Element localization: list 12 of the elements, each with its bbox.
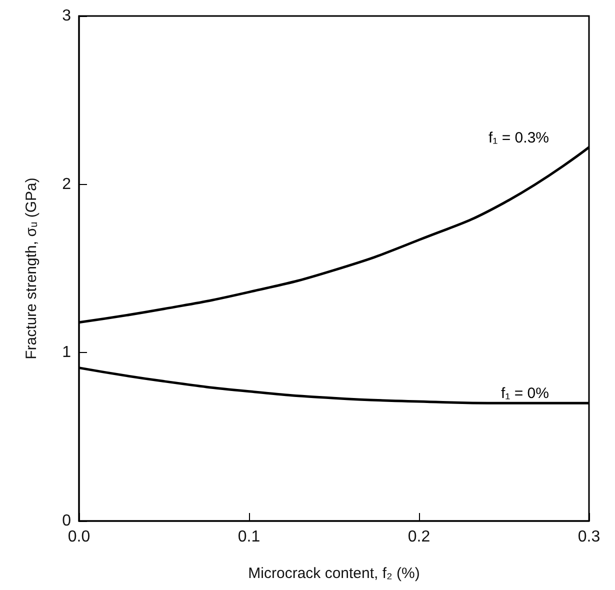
x-tick-label: 0.1	[238, 528, 260, 546]
y-tick-label: 2	[62, 176, 72, 193]
y-tick-label: 3	[62, 8, 72, 24]
series-label: f₁ = 0%	[500, 385, 549, 402]
series-label: f₁ = 0.3%	[488, 129, 549, 146]
y-tick-label: 1	[62, 344, 72, 362]
x-tick-label: 0.0	[68, 528, 90, 546]
x-tick-label: 0.2	[408, 528, 430, 546]
y-axis-title: Fracture strength, σᵤ (GPa)	[23, 178, 40, 360]
x-tick-label: 0.3	[578, 528, 600, 546]
y-tick-label: 0	[62, 512, 72, 530]
x-axis-title: Microcrack content, f₂ (%)	[248, 565, 420, 582]
